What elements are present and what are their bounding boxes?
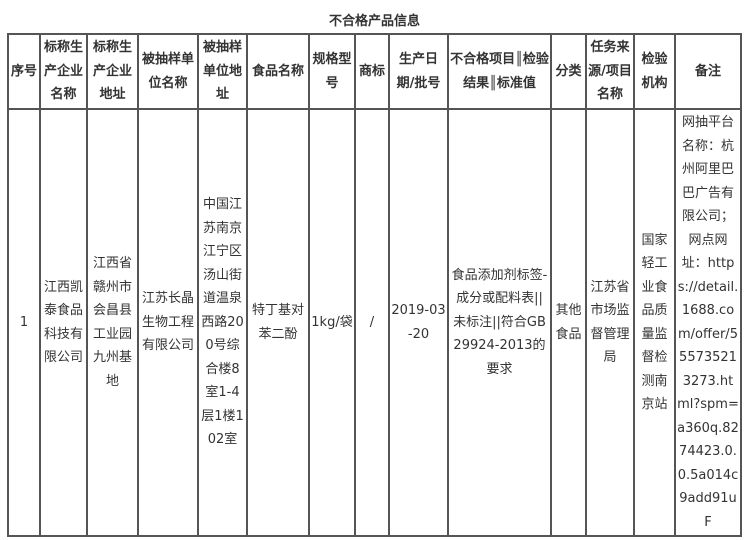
header-row: 序号 标称生产企业名称 标称生产企业地址 被抽样单位名称 被抽样单位地址 食品名…: [7, 33, 742, 110]
cell-inspection-agency: 国家轻工业食品质量监督检测南京站: [633, 108, 676, 537]
header-sampled-unit-address: 被抽样单位地址: [197, 33, 248, 110]
cell-spec: 1kg/袋: [308, 108, 356, 537]
header-index: 序号: [7, 33, 41, 110]
table-row: 1 江西凯泰食品科技有限公司 江西省赣州市会昌县工业园九州基地 江苏长晶生物工程…: [7, 108, 742, 537]
cell-sampled-unit-name: 江苏长晶生物工程有限公司: [137, 108, 199, 537]
cell-production-date: 2019-03-20: [388, 108, 449, 537]
cell-remarks: 网抽平台名称：杭州阿里巴巴广告有限公司；网点网址：https://detail.…: [674, 108, 742, 537]
table-title: 不合格产品信息: [328, 14, 420, 29]
cell-sampled-unit-address: 中国江苏南京江宁区汤山街道温泉西路200号综合楼8室1-4层1楼102室: [197, 108, 248, 537]
header-trademark: 商标: [354, 33, 390, 110]
header-production-date: 生产日期/批号: [388, 33, 449, 110]
header-remarks: 备注: [674, 33, 742, 110]
header-sampled-unit-name: 被抽样单位名称: [137, 33, 199, 110]
cell-manufacturer-address: 江西省赣州市会昌县工业园九州基地: [86, 108, 139, 537]
cell-trademark: /: [354, 108, 390, 537]
header-inspection-agency: 检验机构: [633, 33, 676, 110]
cell-failed-item: 食品添加剂标签-成分或配料表||未标注||符合GB29924-2013的要求: [447, 108, 552, 537]
header-manufacturer-name: 标称生产企业名称: [39, 33, 88, 110]
header-manufacturer-address: 标称生产企业地址: [86, 33, 139, 110]
header-task-source: 任务来源/项目名称: [585, 33, 635, 110]
header-spec: 规格型号: [308, 33, 356, 110]
cell-task-source: 江苏省市场监督管理局: [585, 108, 635, 537]
header-category: 分类: [550, 33, 587, 110]
header-food-name: 食品名称: [246, 33, 310, 110]
cell-category: 其他食品: [550, 108, 587, 537]
cell-index: 1: [7, 108, 41, 537]
cell-food-name: 特丁基对苯二酚: [246, 108, 310, 537]
cell-manufacturer-name: 江西凯泰食品科技有限公司: [39, 108, 88, 537]
header-failed-item: 不合格项目║检验结果║标准值: [447, 33, 552, 110]
unqualified-products-table: 序号 标称生产企业名称 标称生产企业地址 被抽样单位名称 被抽样单位地址 食品名…: [7, 33, 742, 537]
